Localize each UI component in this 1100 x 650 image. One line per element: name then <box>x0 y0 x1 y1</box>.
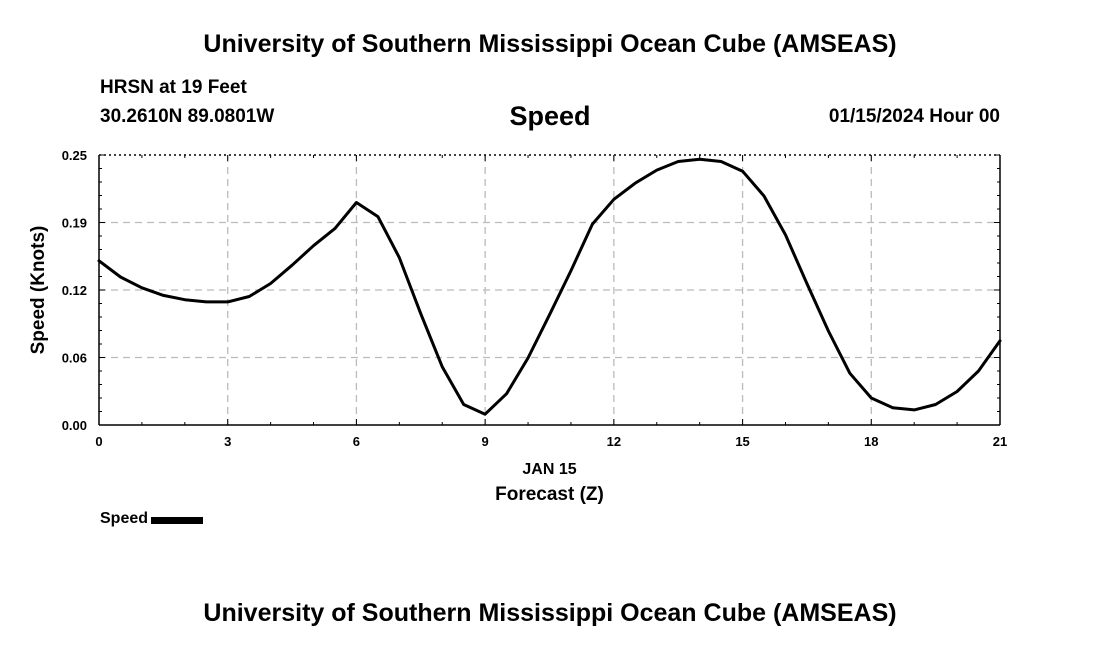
x-tick-label: 3 <box>224 434 231 449</box>
y-tick-label: 0.00 <box>62 418 87 433</box>
x-axis-sublabel: JAN 15 <box>522 461 576 478</box>
x-tick-label: 18 <box>864 434 878 449</box>
legend-swatch <box>151 517 203 524</box>
y-tick-label: 0.12 <box>62 283 87 298</box>
x-axis-label: Forecast (Z) <box>495 484 604 505</box>
legend: Speed <box>100 510 203 528</box>
x-tick-label: 9 <box>482 434 489 449</box>
y-tick-label: 0.06 <box>62 351 87 366</box>
x-tick-label: 21 <box>993 434 1007 449</box>
x-tick-label: 15 <box>735 434 749 449</box>
footer-title: University of Southern Mississippi Ocean… <box>0 599 1100 628</box>
x-tick-label: 12 <box>607 434 621 449</box>
speed-chart: 0 3 6 9 12 15 18 21 0.00 0.06 0.12 0.19 0.25 JAN 15 Fo… <box>0 0 1100 650</box>
y-axis-label: Speed (Knots) <box>28 226 49 355</box>
legend-label: Speed <box>100 510 148 528</box>
y-tick-label: 0.19 <box>62 216 87 231</box>
x-tick-label: 0 <box>95 434 102 449</box>
x-tick-label: 6 <box>353 434 360 449</box>
y-tick-label: 0.25 <box>62 148 87 163</box>
speed-series-line <box>99 159 1000 414</box>
